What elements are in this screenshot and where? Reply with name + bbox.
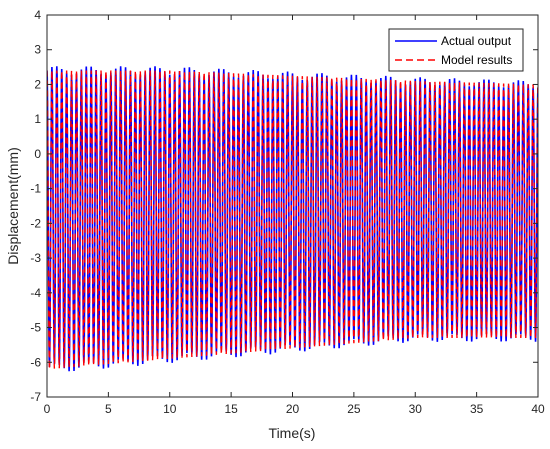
y-tick-label: 4 [34, 8, 41, 22]
x-tick-label: 35 [470, 402, 484, 416]
y-tick-label: -6 [30, 355, 41, 369]
series-line-actual-output [47, 66, 538, 372]
y-tick-label: -2 [30, 216, 41, 230]
legend-box [388, 28, 524, 72]
y-tick-label: 1 [34, 112, 41, 126]
x-tick-label: 25 [347, 402, 361, 416]
y-tick-label: -1 [30, 182, 41, 196]
y-tick-label: -5 [30, 321, 41, 335]
y-tick-label: 0 [34, 147, 41, 161]
y-tick-label: -3 [30, 251, 41, 265]
x-axis-label: Time(s) [269, 425, 316, 441]
x-tick-label: 10 [163, 402, 177, 416]
y-tick-label: -7 [30, 390, 41, 404]
legend-label-actual-output: Actual output [441, 34, 512, 48]
y-tick-label: -4 [30, 286, 41, 300]
y-tick-label: 3 [34, 43, 41, 57]
series-line-model-results [47, 70, 538, 370]
x-tick-label: 20 [286, 402, 300, 416]
y-axis-label: Displacement(mm) [5, 147, 21, 264]
x-tick-label: 15 [224, 402, 238, 416]
legend: Actual output Model results [388, 28, 524, 72]
y-tick-label: 2 [34, 77, 41, 91]
x-tick-label: 40 [531, 402, 545, 416]
x-tick-label: 30 [409, 402, 423, 416]
x-tick-label: 5 [105, 402, 112, 416]
x-tick-label: 0 [44, 402, 51, 416]
legend-label-model-results: Model results [441, 53, 512, 67]
